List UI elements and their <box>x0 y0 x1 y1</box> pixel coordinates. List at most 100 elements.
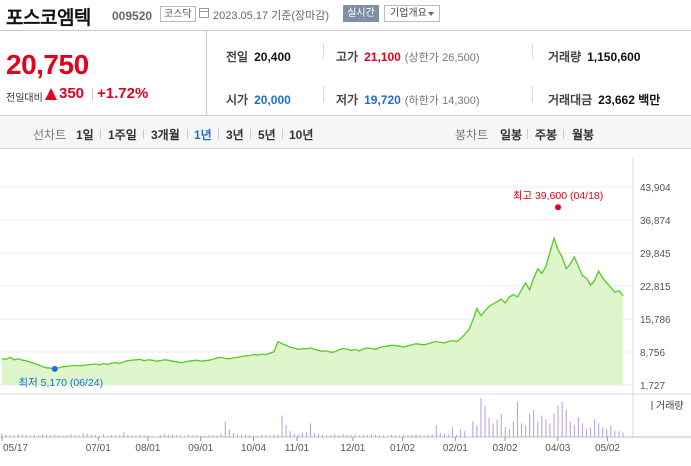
volume-bar <box>529 413 531 437</box>
realtime-button[interactable]: 실시간 <box>343 5 379 22</box>
volume-bar <box>399 435 401 437</box>
change-value: 350 <box>59 85 85 102</box>
current-price-box: 20,750 전일대비 350 +1.72% <box>0 31 207 115</box>
volume-bar <box>54 434 56 437</box>
chart-tabbar: 선차트 1일 1주일 3개월 1년 3년 5년 10년 봉차트 일봉 주봉 월봉 <box>0 117 691 149</box>
volume-bar <box>419 435 421 437</box>
volume-bar <box>232 433 234 437</box>
volume-bar <box>366 435 368 437</box>
volume-bar <box>423 435 425 437</box>
volume-bar <box>107 435 109 437</box>
min-annotation: 최저 5,170 (06/24) <box>18 377 103 389</box>
divider <box>532 43 533 59</box>
volume-bar <box>395 435 397 437</box>
volume-bar <box>614 431 616 437</box>
volume-bar <box>167 434 169 437</box>
divider <box>92 88 93 100</box>
volume-bar <box>484 405 486 437</box>
volume-bar <box>257 435 259 437</box>
volume-bar <box>297 434 299 437</box>
volume-bar <box>25 435 27 437</box>
volume-bar <box>111 435 113 437</box>
stock-header: 포스코엠텍 009520 코스닥 2023.05.17 기준(장마감) 실시간 … <box>0 0 691 30</box>
volume-bar <box>561 401 563 437</box>
volume-bar <box>504 427 506 437</box>
volume-bar <box>456 435 458 437</box>
volume-bar <box>151 435 153 437</box>
divider <box>563 129 564 139</box>
volume-bar <box>58 435 60 437</box>
tab-weekly-candle[interactable]: 주봉 <box>535 128 558 142</box>
volume-bar <box>5 434 7 437</box>
volume-value: 1,150,600 <box>587 50 641 64</box>
volume-bar <box>541 415 543 437</box>
volume-bar <box>236 434 238 437</box>
volume-bar <box>439 433 441 437</box>
low-value: 19,720 <box>364 93 401 107</box>
tab-1week[interactable]: 1주일 <box>108 128 137 142</box>
volume-bar <box>305 432 307 437</box>
max-point-marker <box>555 204 561 211</box>
volume-bar <box>269 435 271 437</box>
min-point-marker <box>51 365 58 372</box>
volume-bar <box>135 435 137 437</box>
volume-bar <box>598 423 600 437</box>
tab-1year[interactable]: 1년 <box>194 128 212 142</box>
volume-bar <box>594 419 596 437</box>
x-tick-label: 09/01 <box>188 443 213 454</box>
volume-bar <box>545 419 547 437</box>
tab-monthly-candle[interactable]: 월봉 <box>572 128 595 142</box>
volume-bar <box>70 434 72 437</box>
volume-bar <box>208 434 210 437</box>
tab-10year[interactable]: 10년 <box>289 128 314 142</box>
volume-bar <box>139 434 141 437</box>
volume-bar <box>228 429 230 437</box>
y-tick-label: 29,845 <box>640 249 671 260</box>
line-chart-label: 선차트 <box>33 128 67 142</box>
price-chart[interactable]: 43,904 36,874 29,845 22,815 15,786 8,756 1,727… <box>0 150 691 466</box>
volume-bar <box>476 425 478 437</box>
volume-bar <box>273 434 275 437</box>
tab-daily-candle[interactable]: 일봉 <box>500 128 523 142</box>
volume-bar <box>314 433 316 437</box>
volume-bar <box>224 421 226 437</box>
volume-bar <box>127 435 129 437</box>
volume-bar <box>220 433 222 437</box>
y-tick-label: 36,874 <box>640 216 671 227</box>
price-summary: 20,750 전일대비 350 +1.72% 전일 20,400 고가 21,100… <box>0 30 691 116</box>
y-tick-label: 1,727 <box>640 381 665 392</box>
volume-bar <box>309 423 311 437</box>
low-stat: 저가 19,720 (하한가 14,300) <box>336 91 479 108</box>
divider <box>250 129 251 139</box>
tab-3month[interactable]: 3개월 <box>151 128 180 142</box>
volume-bar <box>42 434 44 437</box>
x-tick-label: 05/17 <box>3 443 28 454</box>
volume-bar <box>289 431 291 437</box>
volume-bar <box>358 435 360 437</box>
market-badge: 코스닥 <box>160 6 196 22</box>
volume-bar <box>318 434 320 437</box>
divider <box>532 86 533 102</box>
volume-bar <box>370 433 372 437</box>
volume-bar <box>350 435 352 437</box>
tab-1day[interactable]: 1일 <box>76 128 94 142</box>
volume-bar <box>565 409 567 437</box>
volume-bar <box>488 417 490 437</box>
volume-bar <box>435 425 437 437</box>
volume-bar <box>322 434 324 437</box>
divider <box>323 86 324 102</box>
x-tick-label: 10/04 <box>241 443 266 454</box>
volume-bar <box>480 398 482 437</box>
x-tick-label: 04/03 <box>545 443 570 454</box>
volume-bar <box>265 435 267 437</box>
up-arrow-icon <box>45 88 57 100</box>
volume-bar <box>411 434 413 437</box>
max-annotation: 최고 39,600 (04/18) <box>513 190 604 202</box>
volume-bar <box>196 435 198 437</box>
high-label: 고가 <box>336 50 359 64</box>
volume-label: 거래량 <box>548 50 582 64</box>
tab-3year[interactable]: 3년 <box>226 128 244 142</box>
tab-5year[interactable]: 5년 <box>258 128 276 142</box>
company-overview-button[interactable]: 기업개요 <box>384 5 440 22</box>
volume-bar <box>33 434 35 437</box>
